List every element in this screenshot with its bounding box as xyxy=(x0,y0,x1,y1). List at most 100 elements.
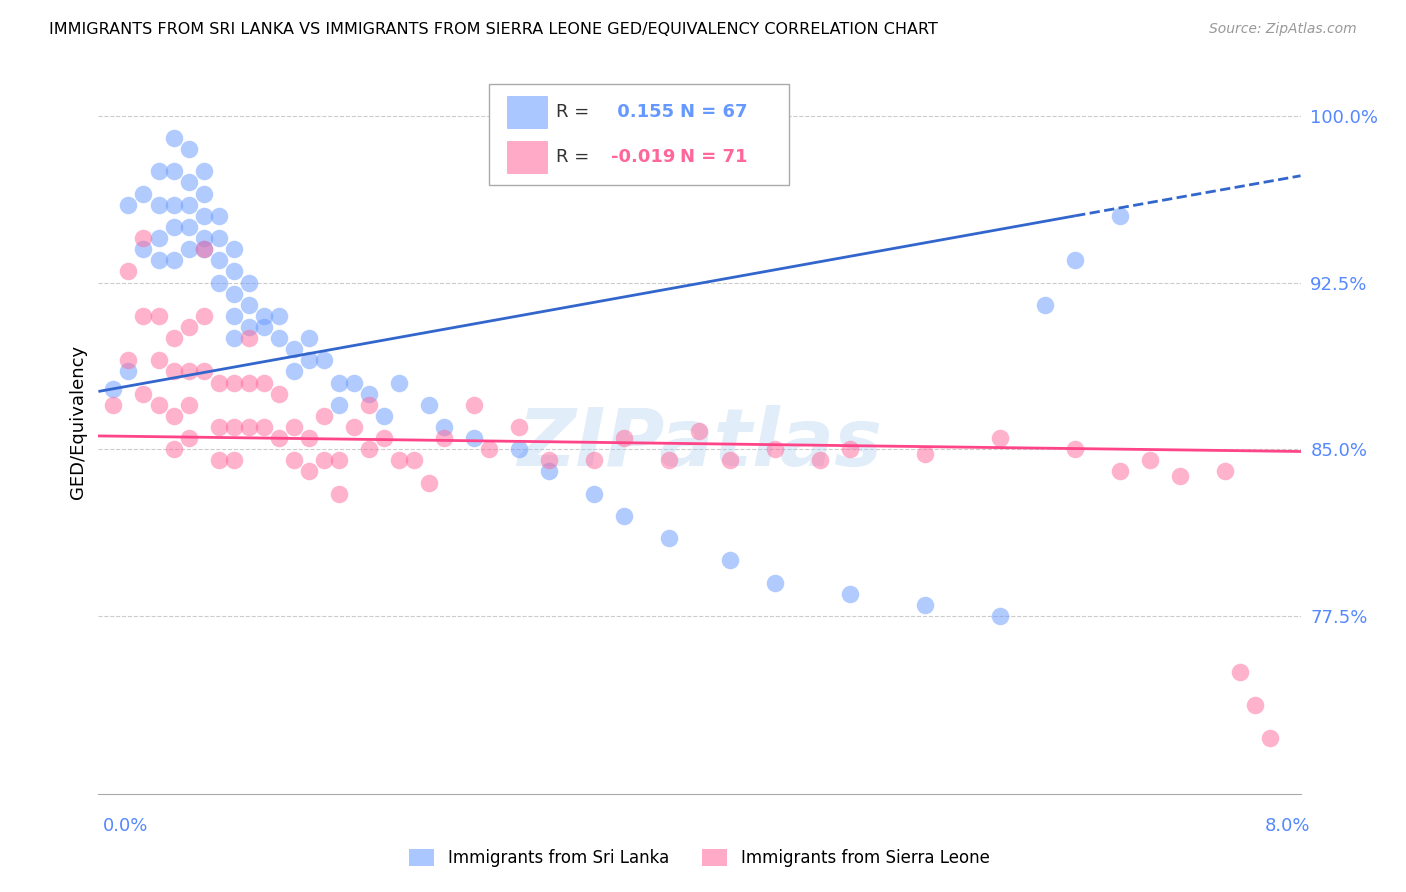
Point xyxy=(357,386,380,401)
Point xyxy=(508,442,530,457)
Point xyxy=(132,386,155,401)
Point xyxy=(132,309,155,323)
Point xyxy=(117,264,139,278)
Point xyxy=(208,420,231,434)
Point xyxy=(148,309,170,323)
Point xyxy=(463,398,485,412)
Point xyxy=(838,587,860,601)
Point xyxy=(1244,698,1267,712)
Point xyxy=(402,453,425,467)
Point xyxy=(1215,465,1237,479)
Point xyxy=(283,364,305,378)
Point xyxy=(222,453,245,467)
Point xyxy=(177,176,200,190)
Point xyxy=(658,453,681,467)
Point xyxy=(1064,442,1087,457)
Point xyxy=(718,453,741,467)
Point xyxy=(117,353,139,368)
Point xyxy=(193,186,215,201)
Point xyxy=(177,431,200,445)
Point xyxy=(103,382,125,396)
Point xyxy=(148,398,170,412)
Point xyxy=(162,364,184,378)
Point xyxy=(222,420,245,434)
Point xyxy=(148,253,170,268)
Point xyxy=(177,197,200,211)
Point xyxy=(583,453,606,467)
Point xyxy=(117,197,139,211)
Point xyxy=(208,376,231,390)
Point xyxy=(222,376,245,390)
Point xyxy=(718,553,741,567)
Point xyxy=(1139,453,1161,467)
Point xyxy=(763,575,786,590)
Text: Source: ZipAtlas.com: Source: ZipAtlas.com xyxy=(1209,22,1357,37)
Point xyxy=(298,331,321,345)
Point xyxy=(193,209,215,223)
Point xyxy=(283,420,305,434)
Point xyxy=(298,431,321,445)
Point xyxy=(463,431,485,445)
Point xyxy=(373,431,395,445)
Point xyxy=(267,309,290,323)
Point xyxy=(208,231,231,245)
Point xyxy=(658,531,681,545)
Text: 8.0%: 8.0% xyxy=(1265,817,1310,835)
Point xyxy=(148,353,170,368)
Legend: Immigrants from Sri Lanka, Immigrants from Sierra Leone: Immigrants from Sri Lanka, Immigrants fr… xyxy=(409,849,990,868)
Point xyxy=(253,309,276,323)
Point xyxy=(222,331,245,345)
Point xyxy=(373,409,395,423)
Point xyxy=(583,487,606,501)
Point xyxy=(1229,665,1251,679)
Point xyxy=(1260,731,1282,746)
Point xyxy=(193,164,215,178)
Point xyxy=(238,331,260,345)
Point xyxy=(688,425,710,439)
Point xyxy=(132,231,155,245)
Text: ZIPatlas: ZIPatlas xyxy=(517,405,882,483)
Point xyxy=(238,376,260,390)
Point xyxy=(162,442,184,457)
Point xyxy=(538,453,561,467)
Point xyxy=(177,242,200,256)
Point xyxy=(222,286,245,301)
Point xyxy=(162,197,184,211)
Point xyxy=(208,276,231,290)
Point xyxy=(1109,465,1132,479)
Point xyxy=(193,364,215,378)
Point xyxy=(283,342,305,356)
Point xyxy=(478,442,501,457)
Point xyxy=(283,453,305,467)
Y-axis label: GED/Equivalency: GED/Equivalency xyxy=(69,344,87,499)
Point xyxy=(312,409,335,423)
Point xyxy=(1064,253,1087,268)
Point xyxy=(267,331,290,345)
Point xyxy=(193,242,215,256)
Point xyxy=(117,364,139,378)
Point xyxy=(343,420,366,434)
Point xyxy=(253,376,276,390)
Point xyxy=(162,331,184,345)
Point xyxy=(208,209,231,223)
Point xyxy=(1033,298,1056,312)
Point xyxy=(177,219,200,234)
Point xyxy=(177,320,200,334)
Point xyxy=(418,475,440,490)
Point xyxy=(328,453,350,467)
Point xyxy=(148,197,170,211)
Point xyxy=(388,453,411,467)
Point xyxy=(433,420,456,434)
Point xyxy=(1109,209,1132,223)
Point xyxy=(613,431,636,445)
Point xyxy=(298,465,321,479)
Text: 0.0%: 0.0% xyxy=(103,817,148,835)
Point xyxy=(208,253,231,268)
Point xyxy=(238,320,260,334)
Point xyxy=(1168,469,1191,483)
Point xyxy=(162,164,184,178)
Point xyxy=(343,376,366,390)
Point xyxy=(914,447,936,461)
Point xyxy=(132,242,155,256)
Point xyxy=(162,409,184,423)
